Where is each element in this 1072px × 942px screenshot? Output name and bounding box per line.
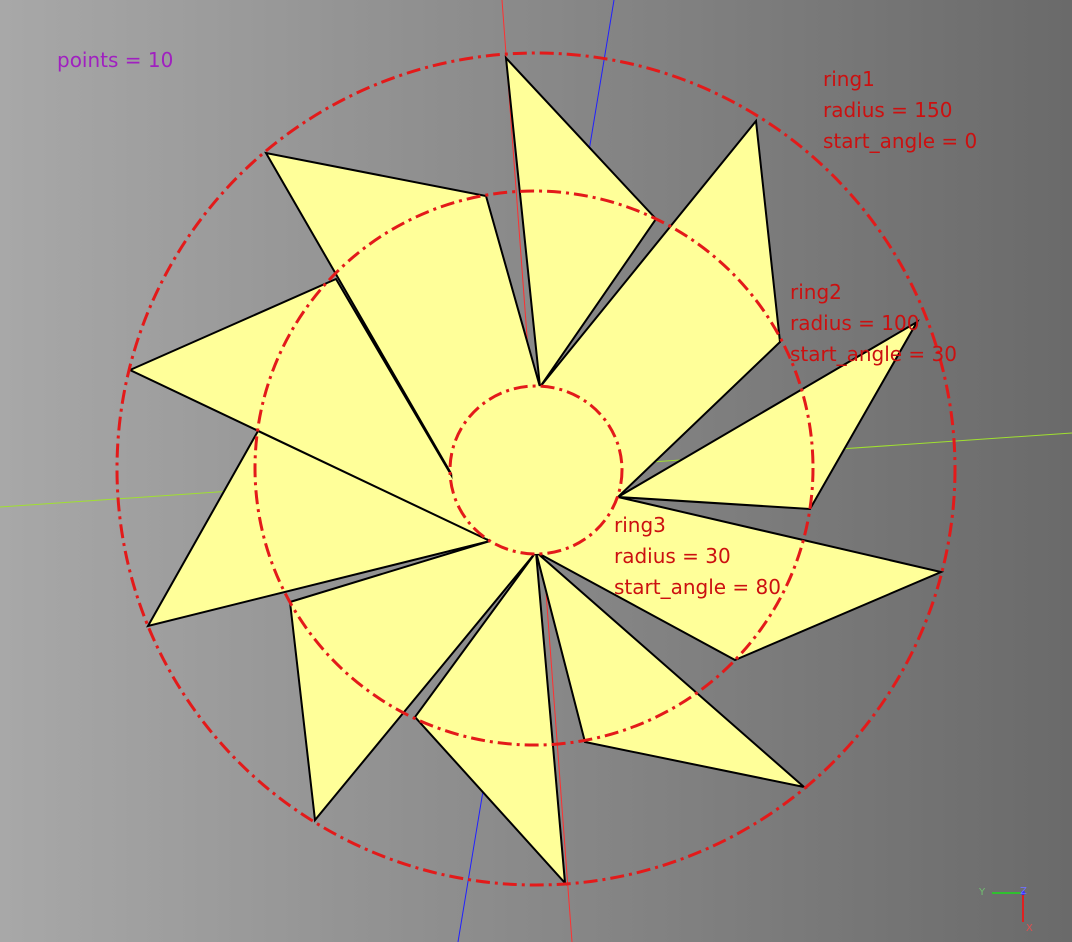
ring3-start-angle: start_angle = 80 bbox=[614, 575, 781, 599]
ring3-annotation: ring3 radius = 30 start_angle = 80 bbox=[614, 510, 781, 603]
ring2-radius: radius = 100 bbox=[790, 311, 920, 335]
ring1-name: ring1 bbox=[823, 67, 875, 91]
ring1-annotation: ring1 radius = 150 start_angle = 0 bbox=[823, 64, 977, 157]
gizmo-y-label: Y bbox=[979, 887, 986, 898]
ring3-name: ring3 bbox=[614, 513, 666, 537]
points-label: points = 10 bbox=[57, 45, 173, 76]
ring1-circle bbox=[115, 51, 957, 887]
axis-gizmo-icon: Y Z X bbox=[976, 884, 1036, 936]
ring2-annotation: ring2 radius = 100 start_angle = 30 bbox=[790, 277, 957, 370]
ring2-name: ring2 bbox=[790, 280, 842, 304]
center-disc bbox=[452, 386, 620, 554]
gizmo-x-label: X bbox=[1026, 923, 1033, 934]
ring2-start-angle: start_angle = 30 bbox=[790, 342, 957, 366]
ring2-circle bbox=[253, 189, 815, 747]
points-text: points = 10 bbox=[57, 48, 174, 72]
ring3-radius: radius = 30 bbox=[614, 544, 731, 568]
gizmo-z-label: Z bbox=[1020, 886, 1027, 897]
ring3-circle bbox=[448, 384, 624, 556]
ring1-radius: radius = 150 bbox=[823, 98, 953, 122]
ring1-start-angle: start_angle = 0 bbox=[823, 129, 978, 153]
axis-gizmo-lines bbox=[992, 891, 1025, 922]
